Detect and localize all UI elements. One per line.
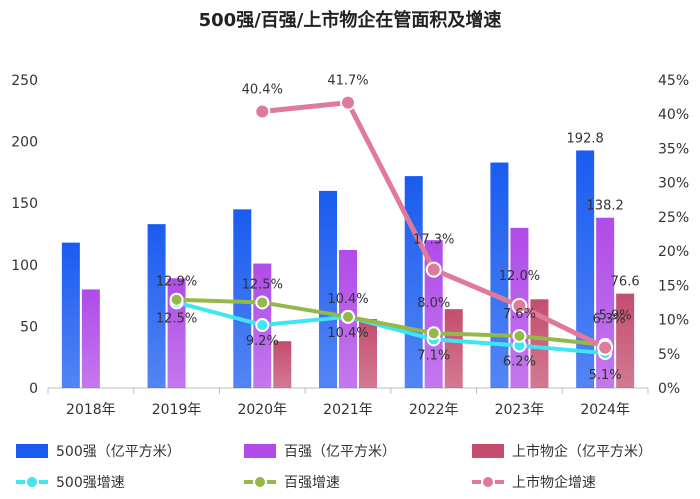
line-data-label: 7.6% bbox=[503, 307, 536, 322]
legend-label: 500强增速 bbox=[56, 475, 125, 491]
bar bbox=[616, 293, 635, 388]
data-labels: 192.8 138.2 76.6 12.5% 9.2% 10.4% 7.1% 6.2% 5.1%… bbox=[156, 74, 640, 384]
legend-swatch bbox=[244, 444, 276, 458]
y-left-tick-label: 50 bbox=[20, 319, 38, 335]
y-left-tick-label: 150 bbox=[11, 196, 38, 212]
y-left-tick-label: 0 bbox=[29, 381, 38, 397]
line-data-label: 5.1% bbox=[589, 368, 622, 383]
y-right-tick-label: 5% bbox=[658, 347, 680, 363]
series-line bbox=[174, 297, 608, 347]
line-data-label: 12.9% bbox=[156, 275, 197, 290]
line-data-label: 40.4% bbox=[242, 82, 283, 97]
chart-title: 500强/百强/上市物企在管面积及增速 bbox=[199, 9, 502, 31]
y-right-tick-label: 35% bbox=[658, 141, 689, 157]
line-data-label: 5.9% bbox=[599, 309, 632, 324]
bars bbox=[61, 150, 635, 388]
bar bbox=[424, 240, 443, 388]
y-right-tick-label: 10% bbox=[658, 313, 689, 329]
line-data-label: 41.7% bbox=[327, 74, 368, 89]
series-point bbox=[425, 261, 442, 278]
legend-marker bbox=[25, 475, 39, 489]
line-data-label: 12.5% bbox=[242, 277, 283, 292]
bar bbox=[81, 289, 100, 388]
series-point bbox=[511, 297, 528, 314]
axes: 0 50 100 150 200 250 0% 5% 10% 15% 20% 25% 30% 35% 40%… bbox=[11, 73, 689, 418]
legend: 500强（亿平方米） 百强（亿平方米） 上市物企（亿平方米） 500强增速 百强增速 上市… bbox=[16, 443, 652, 491]
bar-data-label: 192.8 bbox=[567, 131, 604, 146]
legend-marker bbox=[481, 475, 495, 489]
x-tick-label: 2023年 bbox=[495, 402, 545, 418]
line-data-label: 12.0% bbox=[499, 269, 540, 284]
line-data-label: 10.4% bbox=[327, 292, 368, 307]
legend-swatch bbox=[16, 444, 48, 458]
legend-marker bbox=[253, 475, 267, 489]
x-tick-label: 2018年 bbox=[66, 402, 116, 418]
bar bbox=[444, 309, 463, 388]
x-tick-label: 2024年 bbox=[580, 402, 630, 418]
y-right-tick-label: 45% bbox=[658, 73, 689, 89]
y-right-tick-label: 40% bbox=[658, 107, 689, 123]
y-left-tick-label: 250 bbox=[11, 73, 38, 89]
bar bbox=[490, 162, 509, 388]
bar bbox=[147, 224, 166, 388]
y-right-tick-label: 30% bbox=[658, 176, 689, 192]
y-right-tick-label: 15% bbox=[658, 278, 689, 294]
line-data-label: 10.4% bbox=[327, 326, 368, 341]
legend-label: 百强增速 bbox=[284, 475, 340, 491]
bar bbox=[530, 299, 549, 388]
legend-label: 百强（亿平方米） bbox=[284, 444, 396, 460]
y-left-tick-label: 100 bbox=[11, 258, 38, 274]
line-data-label: 6.3% bbox=[593, 312, 626, 327]
series-point bbox=[255, 295, 270, 310]
x-tick-label: 2020年 bbox=[237, 402, 287, 418]
bar bbox=[273, 341, 292, 388]
series-point bbox=[426, 326, 441, 341]
series-line bbox=[174, 300, 608, 356]
bar bbox=[576, 150, 595, 388]
line-data-label: 6.2% bbox=[503, 355, 536, 370]
series-point bbox=[340, 94, 356, 111]
bar-data-label: 76.6 bbox=[611, 275, 640, 290]
line-data-label: 17.3% bbox=[413, 233, 454, 248]
bar bbox=[319, 190, 337, 388]
line-data-label: 8.0% bbox=[417, 296, 450, 311]
y-right-tick-label: 25% bbox=[658, 210, 689, 226]
y-right-tick-label: 20% bbox=[658, 244, 689, 260]
series-point bbox=[255, 318, 270, 333]
x-tick-label: 2022年 bbox=[409, 402, 459, 418]
bar-data-label: 138.2 bbox=[587, 199, 624, 214]
y-right-tick-label: 0% bbox=[658, 381, 680, 397]
legend-swatch bbox=[472, 444, 504, 458]
bar bbox=[233, 209, 252, 388]
legend-label: 上市物企（亿平方米） bbox=[512, 443, 652, 460]
legend-label: 上市物企增速 bbox=[512, 474, 596, 491]
bar bbox=[596, 217, 615, 388]
bar bbox=[61, 242, 80, 388]
x-tick-label: 2019年 bbox=[152, 402, 202, 418]
series-point bbox=[169, 292, 184, 307]
line-data-label: 12.5% bbox=[156, 311, 197, 326]
series-point bbox=[597, 339, 614, 356]
series-point bbox=[341, 309, 355, 324]
line-data-label: 7.1% bbox=[417, 348, 450, 363]
bar bbox=[359, 319, 377, 388]
lines bbox=[169, 94, 614, 361]
line-data-label: 9.2% bbox=[246, 334, 279, 349]
legend-label: 500强（亿平方米） bbox=[56, 444, 181, 460]
series-point bbox=[512, 328, 527, 343]
x-tick-label: 2021年 bbox=[323, 402, 373, 418]
series-point bbox=[254, 103, 271, 120]
y-left-tick-label: 200 bbox=[11, 135, 38, 151]
